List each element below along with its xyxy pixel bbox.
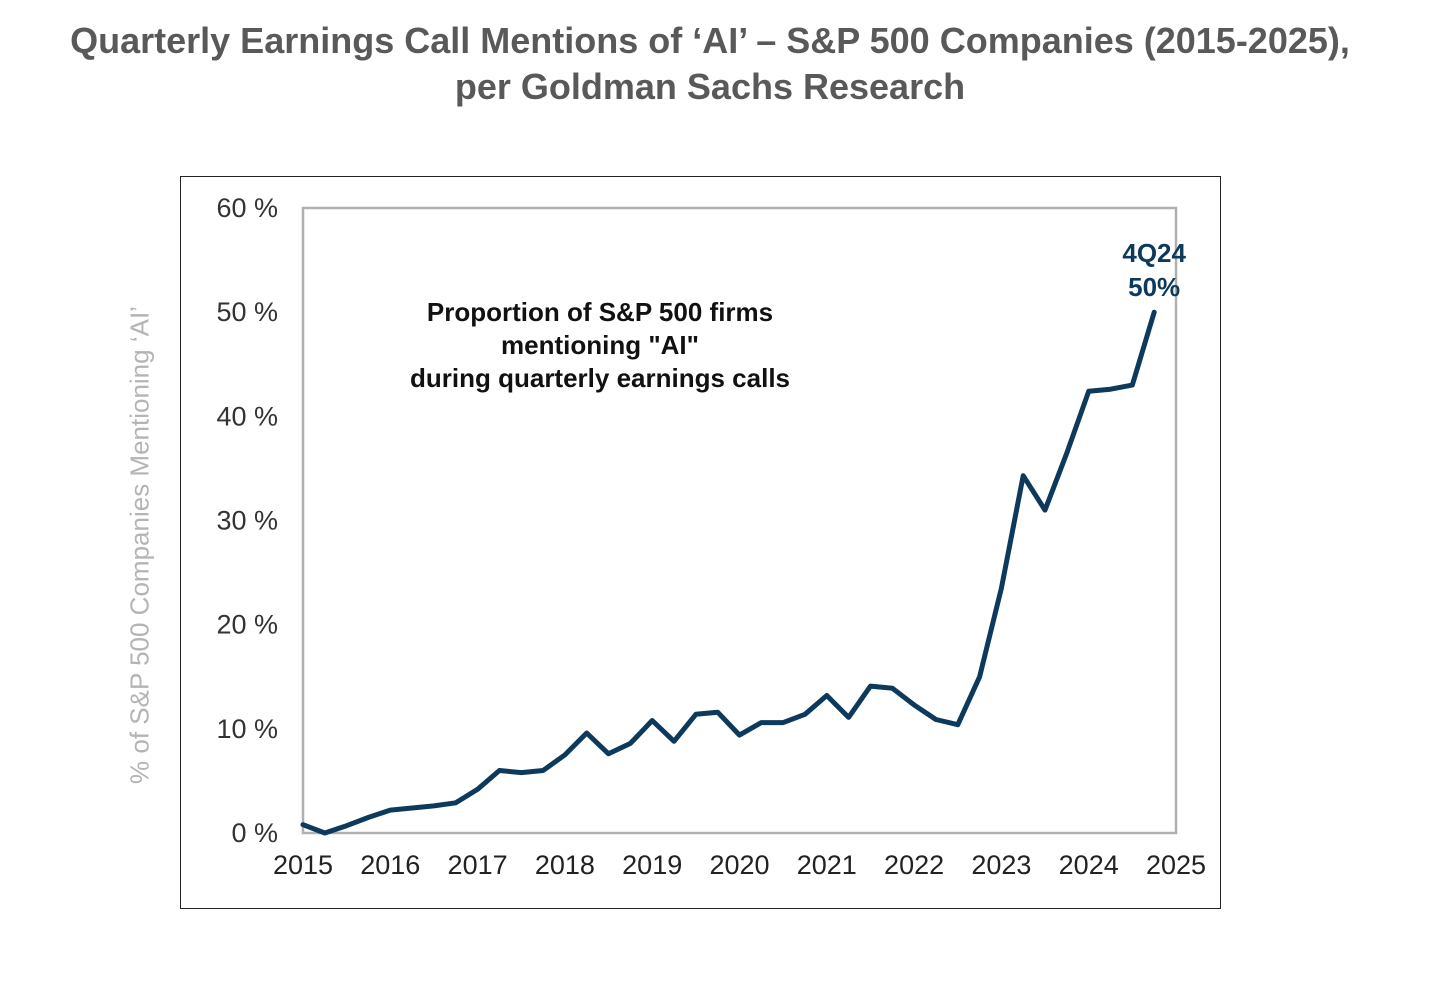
y-tick-label: 60 % [216,193,278,223]
data-point [475,787,480,792]
data-point [1152,310,1157,315]
data-point [301,822,306,827]
x-tick-label: 2023 [971,850,1031,880]
x-tick-label: 2018 [535,850,595,880]
data-point [999,586,1004,591]
chart-frame [180,176,1221,909]
x-tick-label: 2025 [1146,850,1206,880]
data-point [759,720,764,725]
data-point [497,768,502,773]
data-point [1086,389,1091,394]
y-tick-label: 50 % [216,297,278,327]
x-tick-label: 2021 [797,850,857,880]
data-point [933,717,938,722]
endpoint-quarter-label: 4Q24 [1122,238,1186,268]
x-tick-label: 2016 [360,850,420,880]
data-point [1021,473,1026,478]
data-point [1064,450,1069,455]
chart-annotation-line: mentioning "AI" [501,330,699,360]
data-point [737,733,742,738]
plot-area-border [301,206,1178,835]
data-point [562,752,567,757]
data-point [912,702,917,707]
data-point [1108,387,1113,392]
x-tick-label: 2019 [622,850,682,880]
data-point [824,693,829,698]
data-point [388,808,393,813]
y-tick-label: 10 % [216,714,278,744]
chart-annotation-line: during quarterly earnings calls [410,363,790,393]
y-tick-label: 40 % [216,401,278,431]
x-tick-label: 2017 [448,850,508,880]
data-point [868,684,873,689]
data-point [672,739,677,744]
data-point [977,674,982,679]
series-line [300,309,1157,836]
page-title-line-1: Quarterly Earnings Call Mentions of ‘AI’… [70,20,1350,61]
data-point [693,712,698,717]
data-point [541,768,546,773]
data-point [955,722,960,727]
page-title-line-2: per Goldman Sachs Research [454,66,966,107]
chart-annotation-line: Proportion of S&P 500 firms [427,297,773,327]
x-tick-label: 2022 [884,850,944,880]
y-tick-label: 30 % [216,506,278,536]
data-point [715,710,720,715]
data-point [322,831,327,836]
page-title: Quarterly Earnings Call Mentions of ‘AI’… [0,18,1420,110]
data-point [431,803,436,808]
data-point [650,718,655,723]
x-tick-label: 2020 [709,850,769,880]
data-point [802,712,807,717]
data-point [453,800,458,805]
data-point [1043,508,1048,513]
data-point [584,731,589,736]
y-tick-label: 0 % [231,818,278,848]
data-point [890,686,895,691]
data-point [846,715,851,720]
x-tick-label: 2024 [1059,850,1119,880]
data-point [366,815,371,820]
data-point [410,806,415,811]
y-tick-label: 20 % [216,610,278,640]
data-point [1130,383,1135,388]
data-point [628,741,633,746]
data-point [781,720,786,725]
data-point [606,751,611,756]
endpoint-value-label: 50% [1128,272,1180,302]
x-tick-label: 2015 [273,850,333,880]
data-point [519,770,524,775]
data-point [344,823,349,828]
